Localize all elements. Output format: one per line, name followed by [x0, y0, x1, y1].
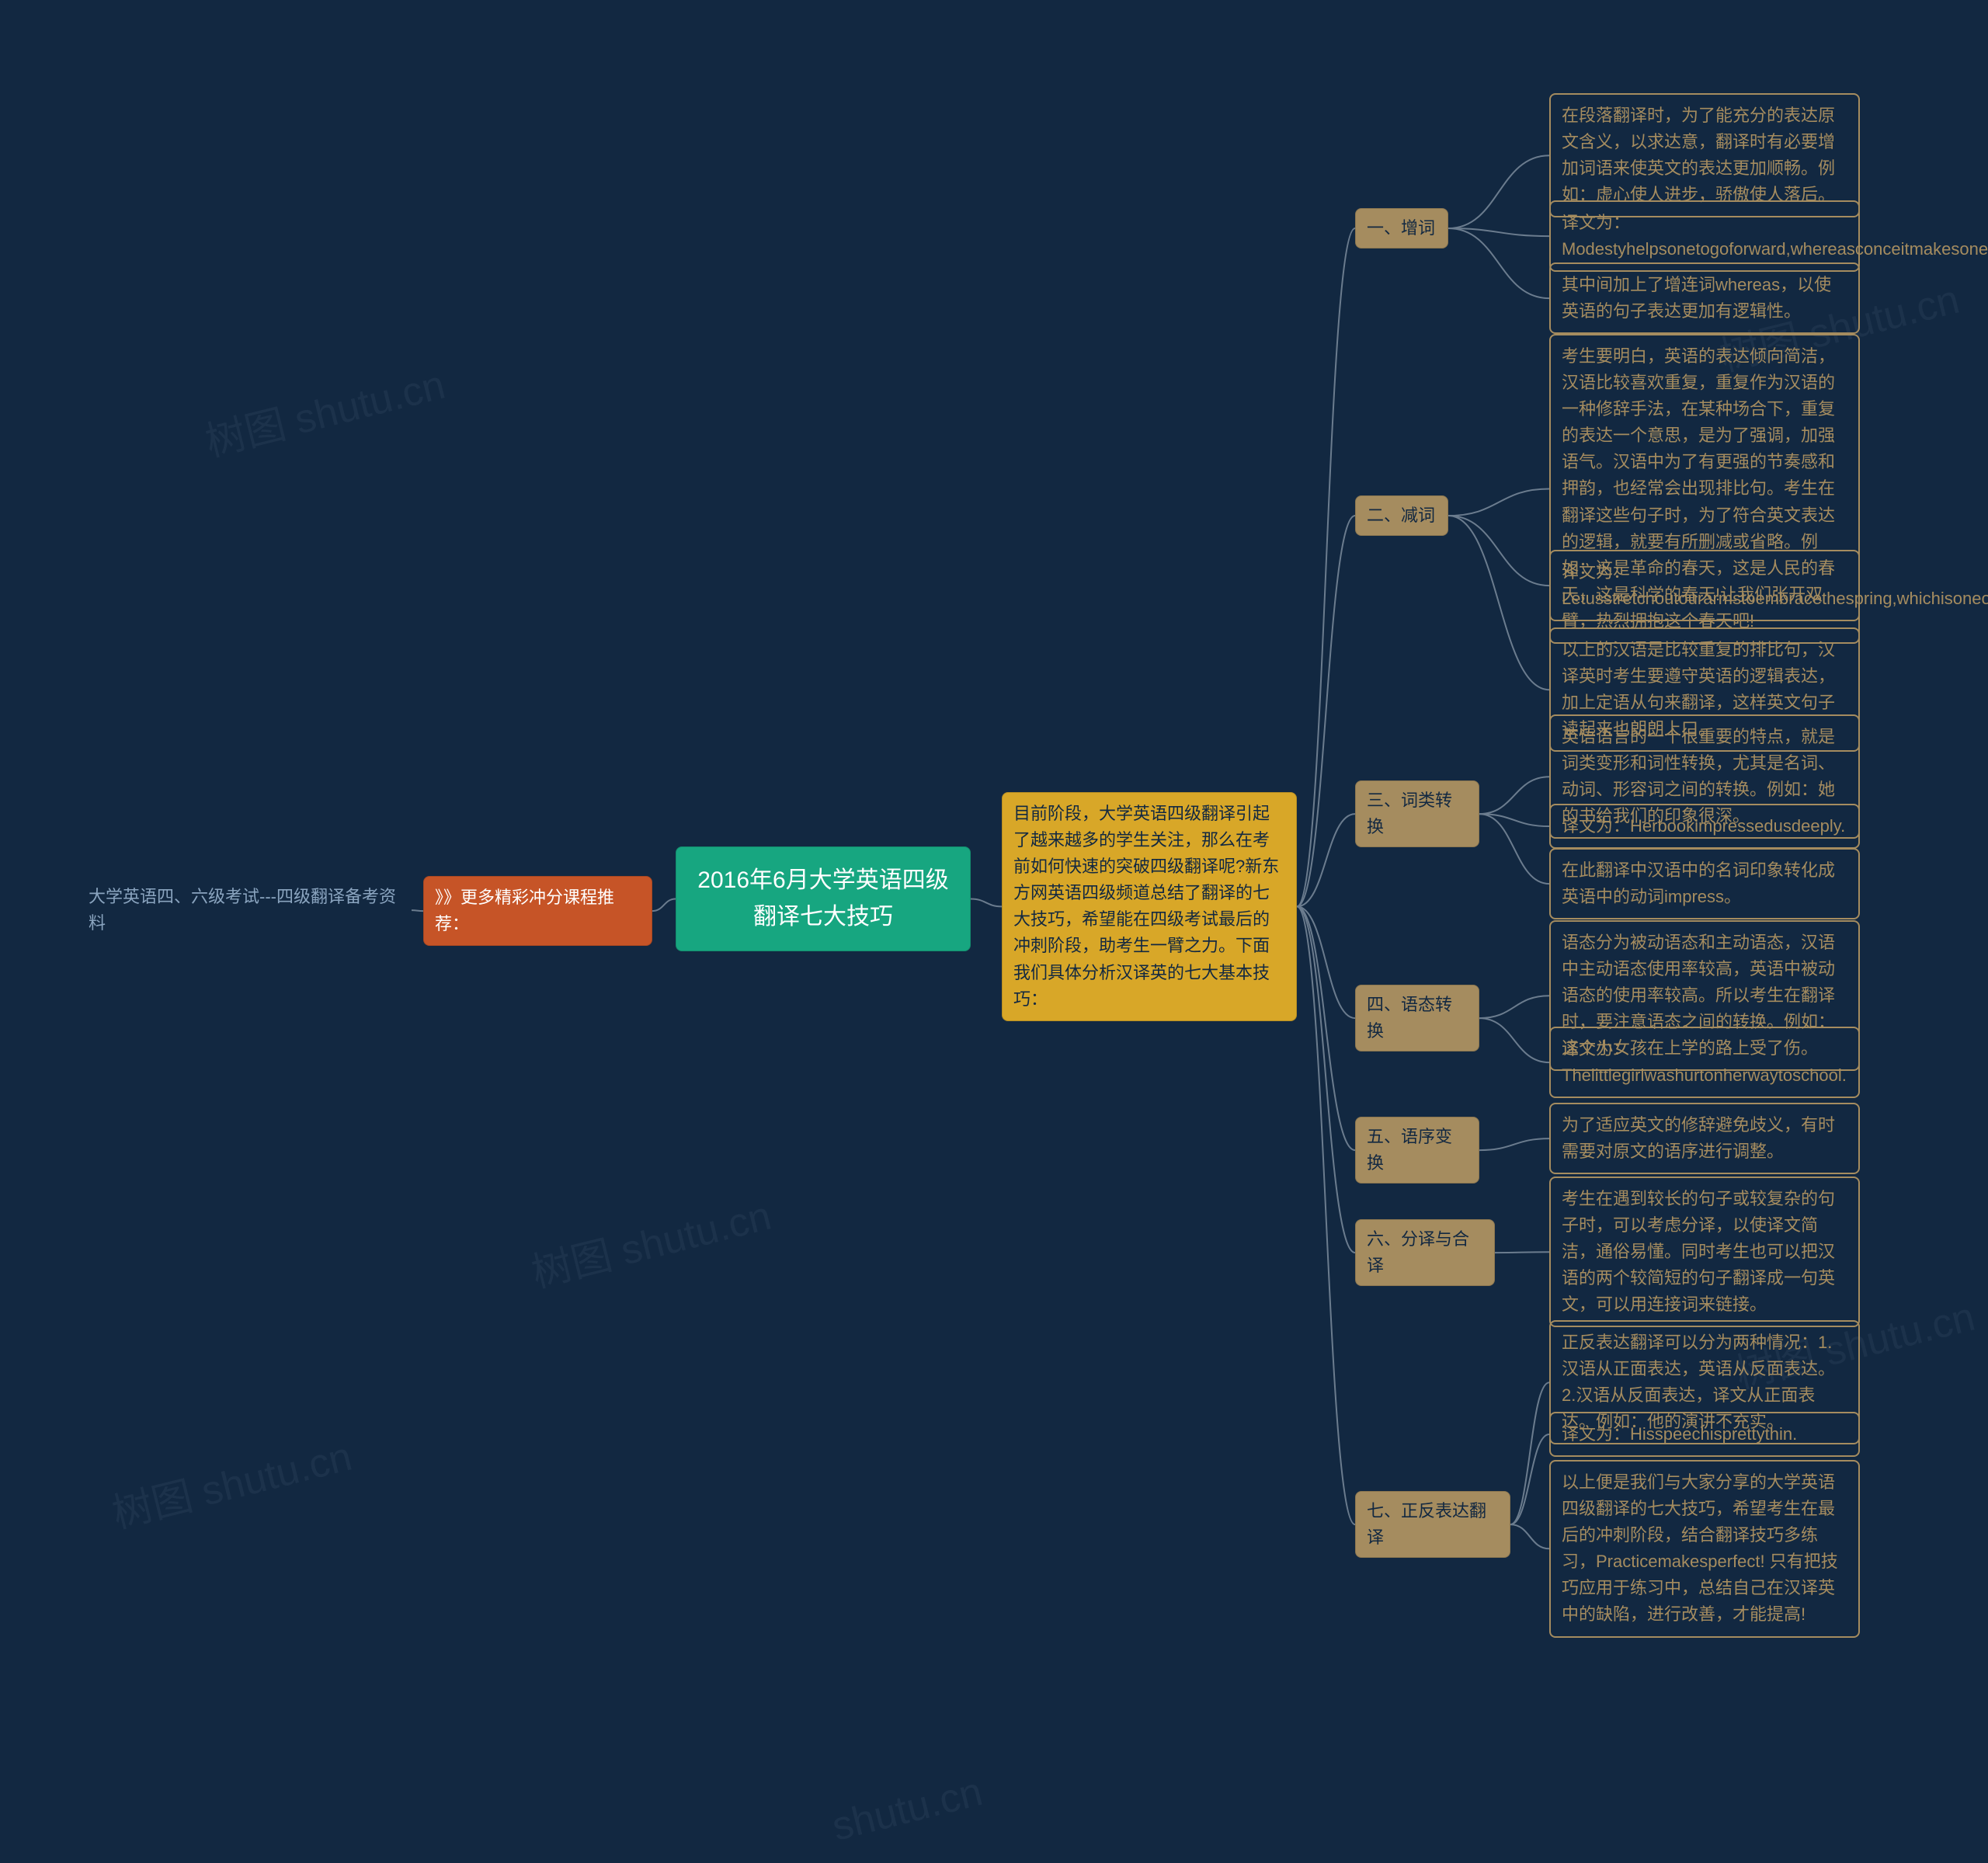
reference-node: 大学英语四、六级考试---四级翻译备考资料 [78, 876, 412, 944]
section-node: 六、分译与合译 [1355, 1219, 1495, 1286]
leaf-node: 考生在遇到较长的句子或较复杂的句子时，可以考虑分译，以使译文简洁，通俗易懂。同时… [1549, 1177, 1860, 1327]
watermark: 树图 shutu.cn [106, 1423, 357, 1539]
section-node: 一、增词 [1355, 208, 1448, 249]
intro-node: 目前阶段，大学英语四级翻译引起了越来越多的学生关注，那么在考前如何快速的突破四级… [1002, 792, 1297, 1021]
watermark: 树图 shutu.cn [199, 352, 450, 467]
section-node: 五、语序变换 [1355, 1117, 1479, 1183]
section-node: 七、正反表达翻译 [1355, 1491, 1510, 1558]
section-node: 二、减词 [1355, 495, 1448, 536]
leaf-node: 译文为：Letusstretchoutourarmstoembracethesp… [1549, 550, 1860, 621]
watermark: 树图 shutu.cn [525, 1183, 777, 1298]
leaf-node: 其中间加上了增连词whereas，以使英语的句子表达更加有逻辑性。 [1549, 262, 1860, 334]
recommendation-node: 》》更多精彩冲分课程推荐： [423, 876, 652, 946]
leaf-node: 译文为：Thelittlegirlwashurtonherwaytoschool… [1549, 1027, 1860, 1098]
section-node: 四、语态转换 [1355, 985, 1479, 1051]
leaf-node: 为了适应英文的修辞避免歧义，有时需要对原文的语序进行调整。 [1549, 1103, 1860, 1174]
leaf-node: 在此翻译中汉语中的名词印象转化成英语中的动词impress。 [1549, 848, 1860, 919]
leaf-node: 译文为：Modestyhelpsonetogoforward,whereasco… [1549, 200, 1860, 272]
leaf-node: 译文为：Herbookimpressedusdeeply. [1549, 804, 1860, 849]
section-node: 三、词类转换 [1355, 780, 1479, 847]
leaf-node: 译文为：Hisspeechisprettythin. [1549, 1412, 1860, 1457]
watermark: shutu.cn [828, 1768, 987, 1851]
leaf-node: 在段落翻译时，为了能充分的表达原文含义，以求达意，翻译时有必要增加词语来使英文的… [1549, 93, 1860, 217]
leaf-node: 以上便是我们与大家分享的大学英语四级翻译的七大技巧，希望考生在最后的冲刺阶段，结… [1549, 1460, 1860, 1638]
center-node: 2016年6月大学英语四级翻译七大技巧 [676, 846, 971, 951]
